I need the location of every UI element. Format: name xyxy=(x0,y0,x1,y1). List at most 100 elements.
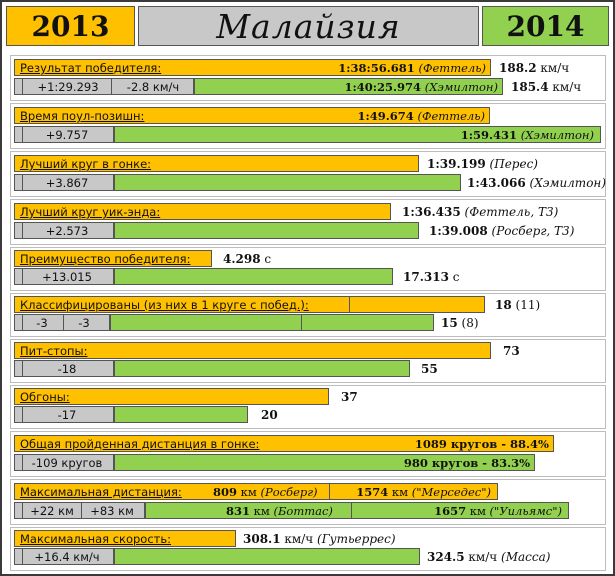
label-pole-time: Время поул-позишн: xyxy=(20,109,145,123)
value-2013-max-speed: 308.1 км/ч (Гутьеррес) xyxy=(243,532,396,546)
bar-2013-winner: Результат победителя: 1:38:56.681 (Фетте… xyxy=(14,59,491,76)
delta-overtakes: -17 xyxy=(57,408,77,422)
bar-delta-pitstops: -18 xyxy=(14,360,114,377)
value-2014-fastest-race: 1:43.066 (Хэмилтон) xyxy=(467,176,606,190)
value-2013-overtakes: 37 xyxy=(341,390,358,404)
panel-pit-stops: Пит-стопы: 73 -18 55 xyxy=(10,339,606,383)
bar-2014-margin xyxy=(114,268,393,285)
title-header: Малайзия xyxy=(138,6,479,46)
bar-delta-margin: +13.015 xyxy=(14,268,114,285)
delta-classified-total: -3 xyxy=(36,316,48,330)
bar-delta-overtakes: -17 xyxy=(14,406,114,423)
delta-max-speed: +16.4 км/ч xyxy=(34,550,100,564)
value-2013-fastest-weekend: 1:36.435 (Феттель, Т3) xyxy=(402,205,559,219)
delta-classified-lapped: -3 xyxy=(78,316,90,330)
bar-delta-winner: +1:29.293 -2.8 км/ч xyxy=(14,78,194,95)
label-fastest-race-lap: Лучший круг в гонке: xyxy=(20,157,152,171)
bar-2013-max-speed: Максимальная скорость: xyxy=(14,530,236,547)
bar-2014-fastest-weekend xyxy=(114,222,419,239)
panel-fastest-race-lap: Лучший круг в гонке: 1:39.199 (Перес) +3… xyxy=(10,151,606,197)
page-title: Малайзия xyxy=(216,6,401,46)
label-max-speed: Максимальная скорость: xyxy=(20,532,172,546)
bar-2013-margin: Преимущество победителя: xyxy=(14,250,212,267)
bar-2014-max-speed xyxy=(114,548,420,565)
bar-delta-classified: -3 -3 xyxy=(14,314,110,331)
panel-total-distance: Общая пройденная дистанция в гонке: 1089… xyxy=(10,431,606,477)
delta-speed-winner: -2.8 км/ч xyxy=(126,80,180,94)
value-2014-margin: 17.313 с xyxy=(403,270,460,284)
bar-delta-distance: -109 кругов xyxy=(14,454,114,471)
value-2013-max-distance-team: 1574 км ("Мерседес") xyxy=(356,485,491,499)
value-2014-fastest-weekend: 1:39.008 (Росберг, Т3) xyxy=(429,224,575,238)
split-2014-max-distance xyxy=(351,503,352,518)
label-fastest-weekend-lap: Лучший круг уик-энда: xyxy=(20,205,161,219)
value-2013-classified: 18 (11) xyxy=(495,298,541,312)
delta-time-winner: +1:29.293 xyxy=(37,80,99,94)
year-2014-label: 2014 xyxy=(506,9,585,43)
split-2014-classified xyxy=(301,315,302,330)
bar-2014-overtakes xyxy=(114,406,248,423)
panel-overtakes: Обгоны: 37 -17 20 xyxy=(10,385,606,429)
speed-2013-winner: 188.2 км/ч xyxy=(499,61,570,75)
panel-winner-margin: Преимущество победителя: 4.298 с +13.015… xyxy=(10,247,606,291)
value-2014-classified: 15 (8) xyxy=(441,316,479,330)
value-2014-winner: 1:40:25.974 (Хэмилтон) xyxy=(344,80,498,94)
year-2014-header: 2014 xyxy=(482,6,609,46)
panel-classified: Классифицированы (из них в 1 круге с поб… xyxy=(10,293,606,337)
bar-2013-max-distance: Максимальная дистанция: 809 км (Росберг)… xyxy=(14,483,498,500)
delta-max-distance-team: +83 км xyxy=(90,504,134,518)
bar-2013-classified: Классифицированы (из них в 1 круге с поб… xyxy=(14,296,485,313)
bar-2013-overtakes: Обгоны: xyxy=(14,388,329,405)
year-2013-label: 2013 xyxy=(31,9,110,43)
bar-2014-classified xyxy=(110,314,434,331)
bar-delta-fastest-weekend: +2.573 xyxy=(14,222,114,239)
bar-2013-distance: Общая пройденная дистанция в гонке: 1089… xyxy=(14,435,554,452)
bar-2013-fastest-weekend: Лучший круг уик-энда: xyxy=(14,203,391,220)
value-2013-margin: 4.298 с xyxy=(223,252,272,266)
panel-fastest-weekend-lap: Лучший круг уик-энда: 1:36.435 (Феттель,… xyxy=(10,199,606,245)
value-2014-max-distance-driver: 831 км (Боттас) xyxy=(226,504,333,518)
delta-max-distance-driver: +22 км xyxy=(30,504,74,518)
label-total-distance: Общая пройденная дистанция в гонке: xyxy=(20,437,260,451)
bar-2014-winner: 1:40:25.974 (Хэмилтон) xyxy=(194,78,503,95)
bar-delta-fastest-race: +3.867 xyxy=(14,174,114,191)
value-2013-fastest-race: 1:39.199 (Перес) xyxy=(427,157,538,171)
label-overtakes: Обгоны: xyxy=(20,390,70,404)
label-winner-result: Результат победителя: xyxy=(20,61,162,75)
value-2014-max-distance-team: 1657 км ("Уильямс") xyxy=(434,504,562,518)
bar-2013-fastest-race: Лучший круг в гонке: xyxy=(14,155,419,172)
delta-fastest-weekend: +2.573 xyxy=(45,224,89,238)
value-2013-pole: 1:49.674 (Феттель) xyxy=(357,109,485,123)
label-pit-stops: Пит-стопы: xyxy=(20,344,88,358)
panel-pole-time: Время поул-позишн: 1:49.674 (Феттель) +9… xyxy=(10,103,606,149)
panel-winner-result: Результат победителя: 1:38:56.681 (Фетте… xyxy=(10,55,606,101)
delta-pole: +9.757 xyxy=(45,128,89,142)
value-2013-pitstops: 73 xyxy=(503,344,520,358)
delta-fastest-race: +3.867 xyxy=(45,176,89,190)
label-max-distance: Максимальная дистанция: xyxy=(20,485,182,499)
delta-margin: +13.015 xyxy=(42,270,92,284)
value-2013-max-distance-driver: 809 км (Росберг) xyxy=(213,485,318,499)
bar-delta-pole: +9.757 xyxy=(14,126,114,143)
bar-2013-pole: Время поул-позишн: 1:49.674 (Феттель) xyxy=(14,107,490,124)
bar-2013-pitstops: Пит-стопы: xyxy=(14,342,491,359)
value-2014-pole: 1:59.431 (Хэмилтон) xyxy=(460,128,594,142)
bar-2014-pitstops xyxy=(114,360,410,377)
bar-delta-max-distance: +22 км +83 км xyxy=(14,502,145,519)
value-2014-overtakes: 20 xyxy=(261,408,278,422)
split-2013-max-distance xyxy=(329,484,330,499)
bar-2014-distance: 980 кругов - 83.3% xyxy=(114,454,535,471)
bar-2014-fastest-race xyxy=(114,174,461,191)
label-winner-margin: Преимущество победителя: xyxy=(20,252,191,266)
split-2013-classified xyxy=(349,297,350,312)
label-classified: Классифицированы (из них в 1 круге с поб… xyxy=(20,298,309,312)
year-2013-header: 2013 xyxy=(6,6,135,46)
value-2014-distance: 980 кругов - 83.3% xyxy=(403,456,530,470)
bar-2014-max-distance: 831 км (Боттас) 1657 км ("Уильямс") xyxy=(145,502,569,519)
bar-2014-pole: 1:59.431 (Хэмилтон) xyxy=(114,126,601,143)
value-2014-pitstops: 55 xyxy=(421,362,438,376)
delta-pitstops: -18 xyxy=(57,362,77,376)
value-2013-winner: 1:38:56.681 (Феттель) xyxy=(338,61,486,75)
value-2014-max-speed: 324.5 км/ч (Масса) xyxy=(427,550,551,564)
